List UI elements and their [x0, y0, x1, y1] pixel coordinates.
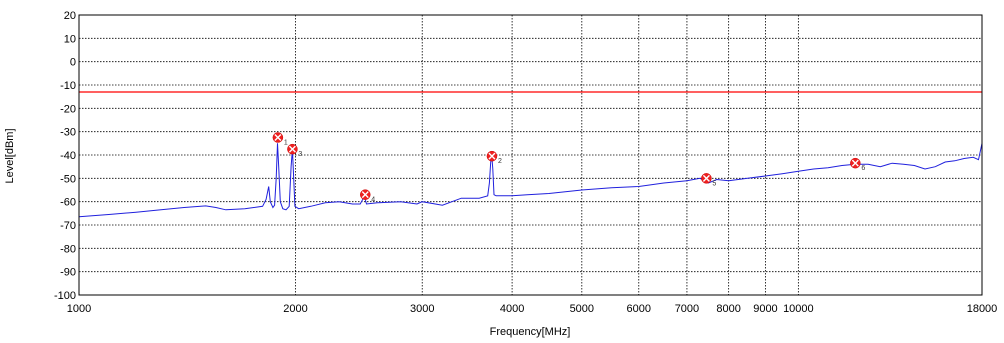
peak-marker: 1 — [272, 132, 288, 147]
y-tick-label: -70 — [60, 220, 76, 232]
x-tick-label: 5000 — [570, 303, 594, 315]
y-tick-label: 10 — [64, 33, 76, 45]
peak-marker: 5 — [701, 173, 716, 187]
peak-marker: 4 — [360, 189, 375, 204]
y-tick-label: -60 — [60, 197, 76, 209]
y-tick-label: -50 — [60, 173, 76, 185]
x-tick-label: 3000 — [410, 303, 434, 315]
tick-labels: 20100-10-20-30-40-50-60-70-80-90-1001000… — [54, 10, 997, 315]
y-tick-label: -40 — [60, 150, 76, 162]
y-tick-label: -90 — [60, 267, 76, 279]
peak-marker-label: 2 — [498, 158, 502, 165]
plot-frame — [78, 14, 983, 296]
peak-marker-cross — [361, 191, 369, 199]
x-tick-label: 18000 — [967, 303, 998, 315]
peak-marker-label: 4 — [371, 197, 375, 204]
x-tick-label: 7000 — [675, 303, 699, 315]
peak-marker-label: 1 — [284, 140, 288, 147]
peak-marker-cross — [274, 134, 282, 141]
y-tick-label: -80 — [60, 243, 76, 255]
peak-marker-cross — [702, 174, 710, 182]
x-tick-label: 9000 — [753, 303, 777, 315]
peak-marker: 6 — [850, 157, 865, 172]
markers-group: 1 3 4 2 5 6 — [272, 132, 865, 204]
x-tick-label: 4000 — [500, 303, 524, 315]
y-tick-label: -20 — [60, 103, 76, 115]
y-axis-label: Level[dBm] — [4, 128, 16, 183]
x-tick-label: 6000 — [627, 303, 651, 315]
y-tick-label: 0 — [70, 57, 76, 69]
grid — [79, 15, 982, 295]
peak-marker-label: 3 — [298, 151, 302, 158]
y-tick-label: 20 — [64, 10, 76, 22]
peak-marker-label: 6 — [861, 165, 865, 172]
x-axis-label: Frequency[MHz] — [490, 326, 571, 338]
x-tick-label: 2000 — [283, 303, 307, 315]
peak-marker-cross — [488, 152, 496, 160]
peak-marker: 3 — [287, 143, 302, 158]
peak-marker-cross — [288, 145, 296, 153]
spectrum-trace — [78, 143, 983, 218]
x-tick-label: 10000 — [783, 303, 814, 315]
peak-marker-label: 5 — [712, 180, 716, 187]
series-group — [78, 143, 983, 218]
y-tick-label: -100 — [54, 290, 76, 302]
y-tick-label: -10 — [60, 80, 76, 92]
peak-marker: 2 — [486, 150, 502, 165]
x-tick-label: 1000 — [67, 303, 91, 315]
y-tick-label: -30 — [60, 127, 76, 139]
x-tick-label: 8000 — [716, 303, 740, 315]
peak-marker-cross — [851, 159, 859, 167]
